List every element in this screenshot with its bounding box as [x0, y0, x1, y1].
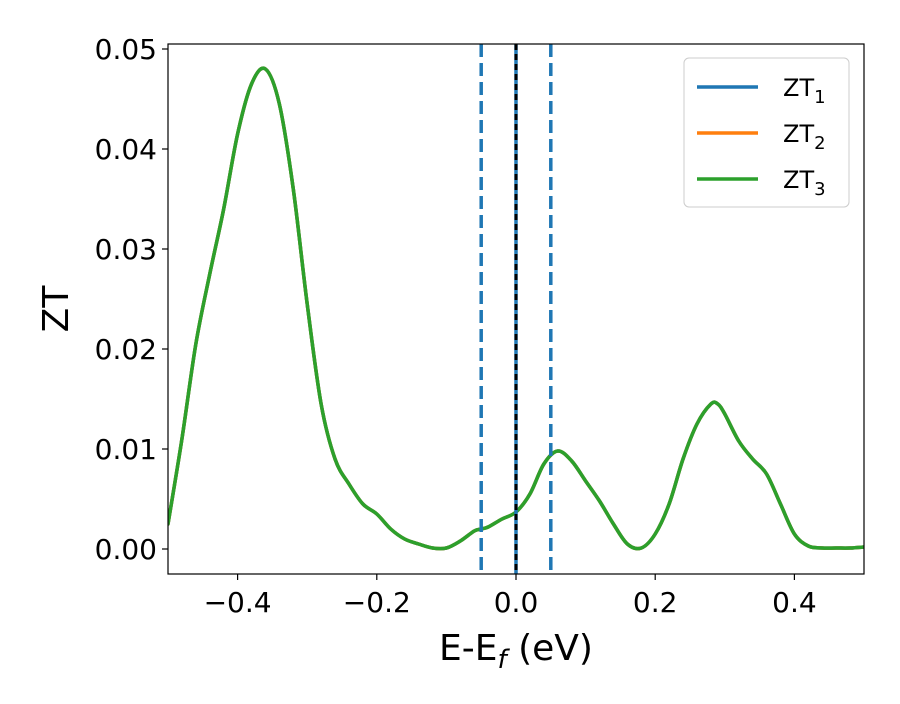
y-tick-label: 0.04: [95, 133, 157, 166]
y-axis-ticks: 0.00 0.01 0.02 0.03 0.04 0.05: [95, 33, 168, 566]
y-tick-label: 0.00: [95, 533, 157, 566]
y-tick-label: 0.05: [95, 33, 157, 66]
legend-box: [683, 57, 850, 208]
y-tick-label: 0.02: [95, 333, 157, 366]
x-tick-label: 0.2: [633, 586, 678, 619]
x-tick-label: 0.4: [772, 586, 817, 619]
x-tick-label: −0.4: [204, 586, 272, 619]
y-tick-label: 0.01: [95, 433, 157, 466]
legend-label-zt1: ZT1: [783, 74, 826, 108]
legend-label-zt3: ZT3: [783, 166, 826, 200]
legend-label-zt2: ZT2: [783, 120, 826, 154]
x-tick-label: 0.0: [494, 586, 539, 619]
plot-area: [167, 43, 865, 575]
y-axis-label: ZT: [36, 285, 77, 333]
y-tick-label: 0.03: [95, 233, 157, 266]
legend: ZT1 ZT2 ZT3: [683, 57, 850, 208]
x-axis-label-unit: (eV): [507, 628, 593, 669]
x-tick-label: −0.2: [343, 586, 411, 619]
series-layer: [168, 66, 864, 551]
x-axis-label: E-Ef (eV): [439, 628, 593, 675]
vline-layer: [479, 44, 553, 574]
x-axis-ticks: −0.4 −0.2 0.0 0.2 0.4: [204, 574, 817, 619]
series-line-zt3: [168, 66, 864, 551]
